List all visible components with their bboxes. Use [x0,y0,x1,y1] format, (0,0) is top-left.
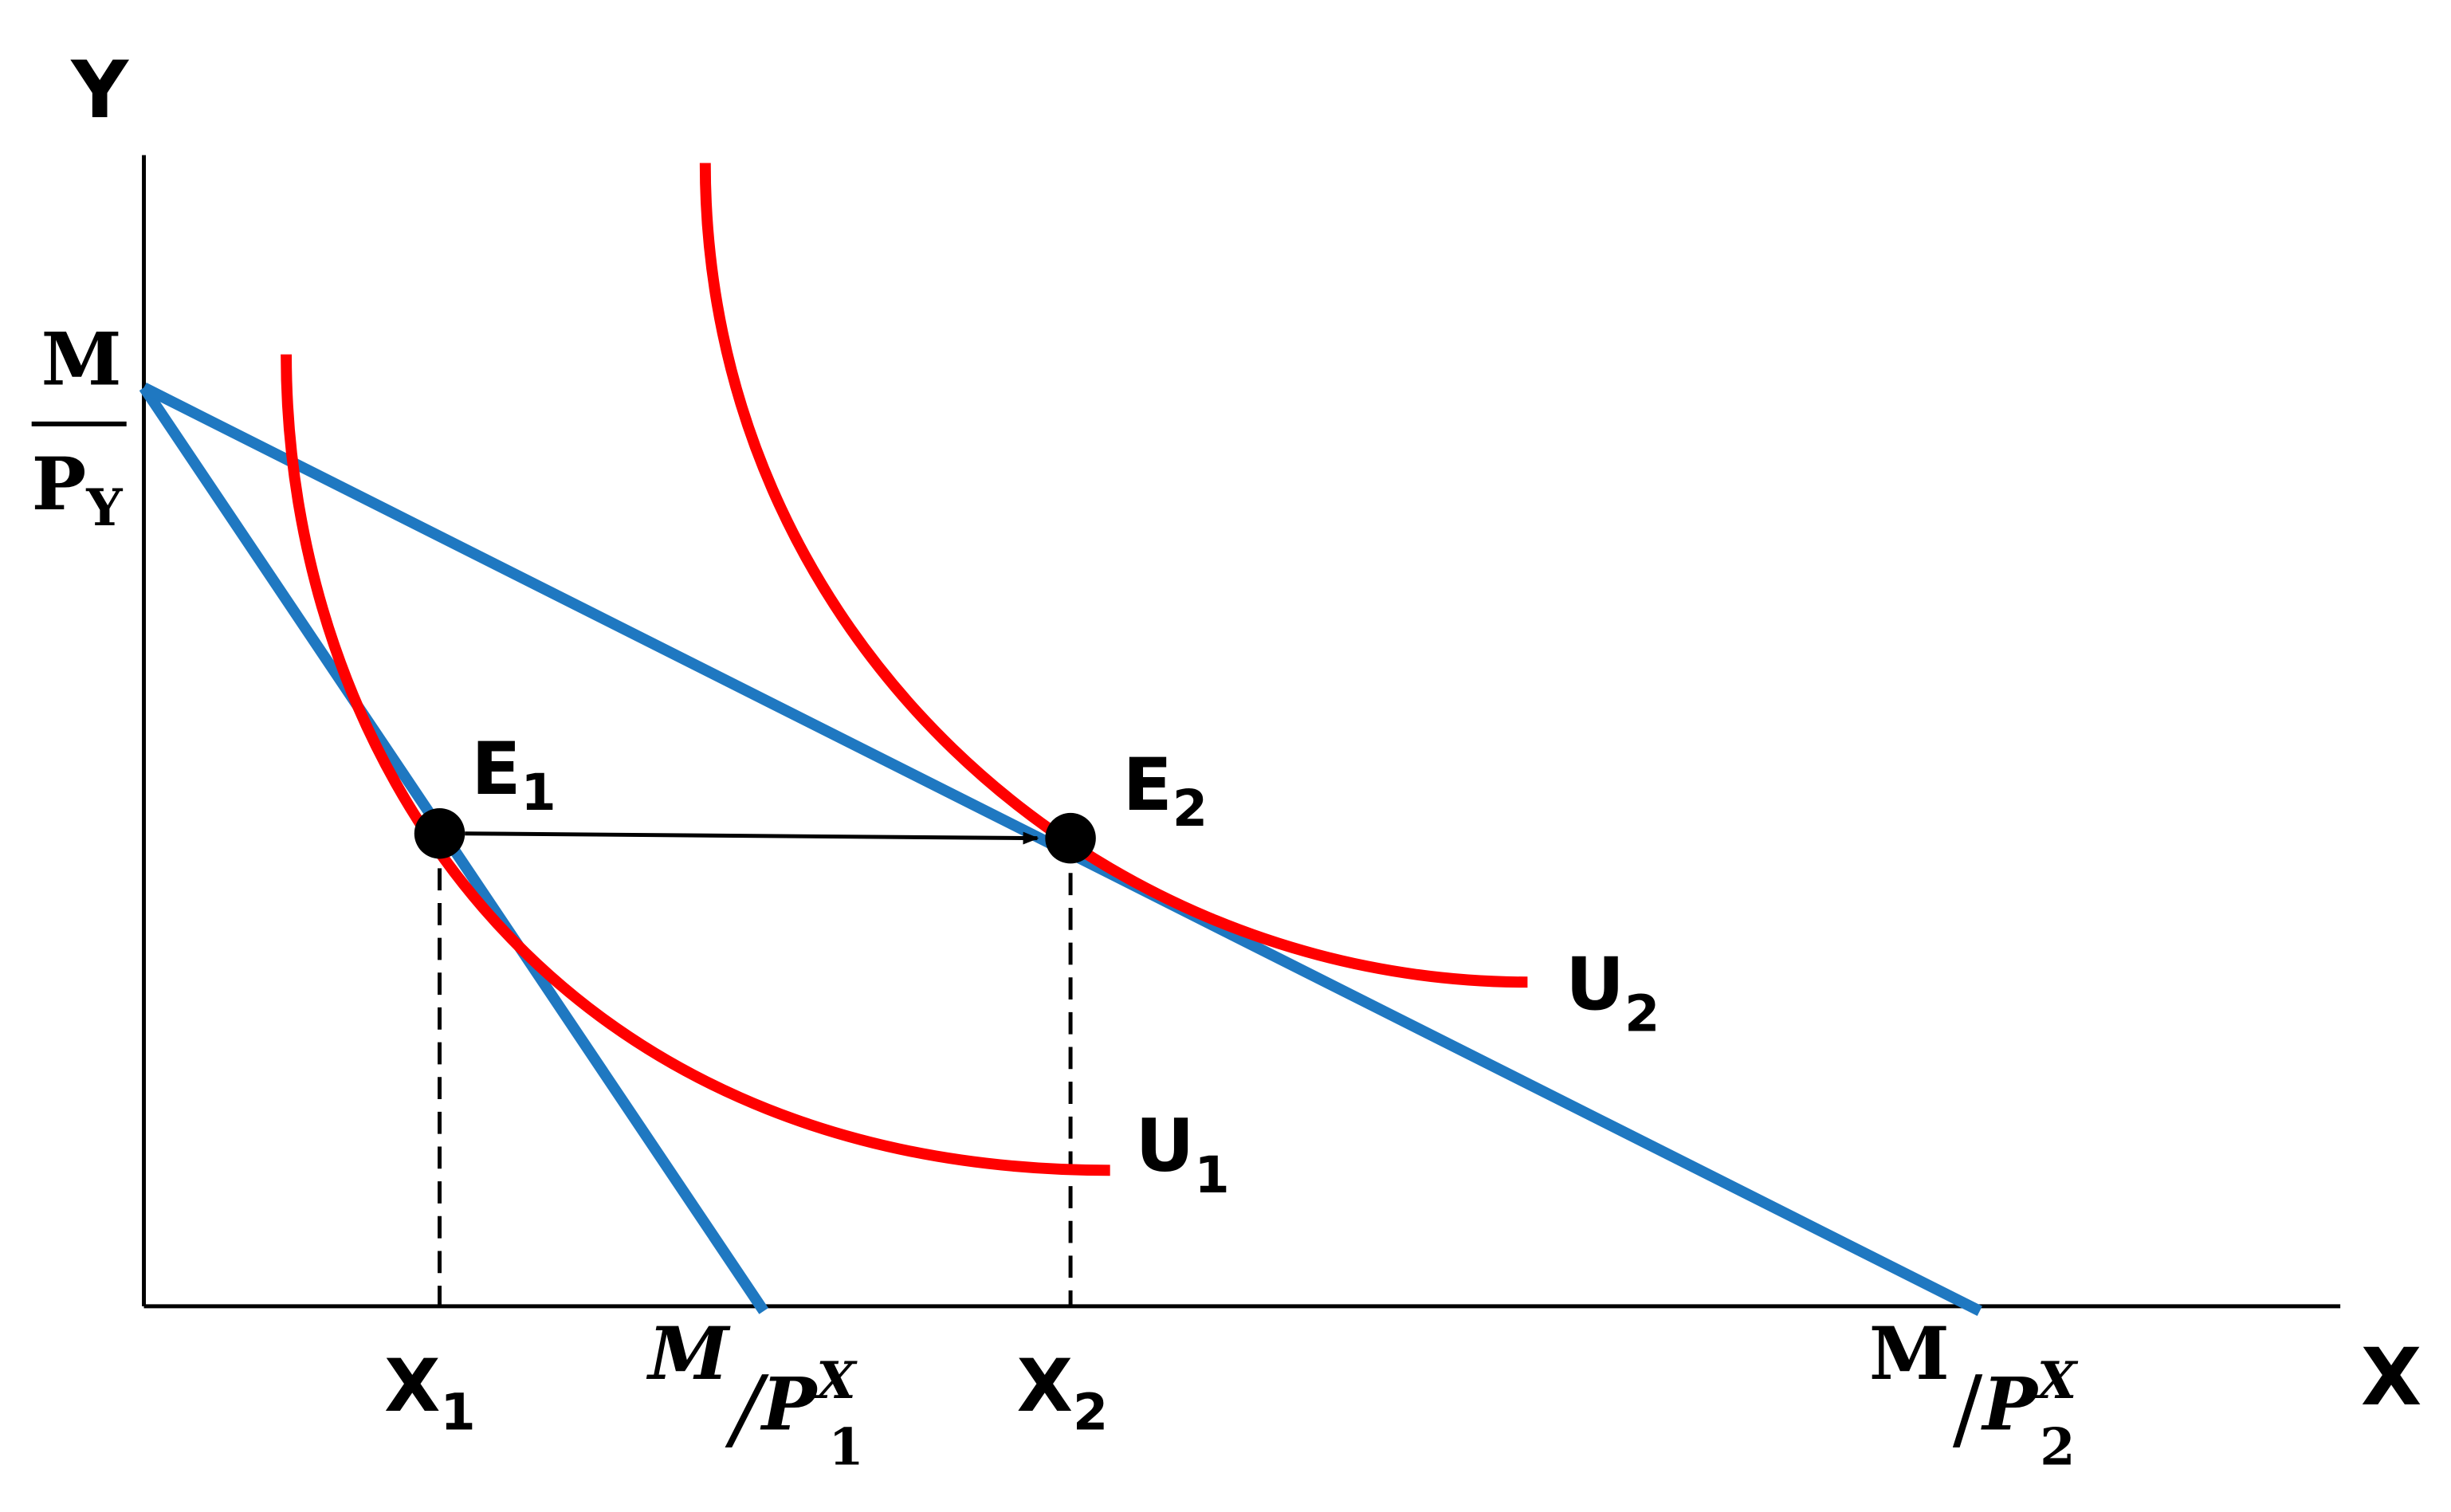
subscript: 1 [440,1383,475,1442]
x-intercept-label: M/PX 1 [646,1310,863,1476]
equilibrium-point [414,807,465,859]
subscript: 2 [1624,984,1660,1043]
denominator: P [32,441,87,527]
x-mark-label: X2 [1017,1343,1109,1442]
subscript: 2 [1172,779,1208,838]
numerator: M [646,1310,731,1396]
subscript: Y [85,477,123,537]
indifference-curve [699,163,1528,988]
y-intercept-numerator: M [41,316,122,402]
label: U [1135,1102,1194,1188]
label: X [384,1343,440,1428]
point-label: E1 [471,726,556,822]
subscript: 2 [2040,1416,2075,1476]
x-mark-label: X1 [384,1343,476,1442]
numerator: M [1869,1310,1950,1396]
y-axis-label: Y [70,45,129,136]
label: E [1123,742,1172,827]
subscript: 1 [1195,1145,1230,1204]
indifference-curve [281,354,1110,1176]
label: U [1565,941,1624,1027]
curve-label: U1 [1135,1102,1229,1204]
slash: / [1953,1358,1983,1461]
subscript: 1 [521,763,556,822]
label: X [1017,1343,1073,1428]
denominator: P [1980,1361,2039,1447]
subscript: 2 [1073,1383,1108,1442]
x-axis-label: X [2361,1332,2422,1424]
subscript: 1 [829,1416,864,1476]
denominator: P [760,1361,819,1447]
curve-label: U2 [1565,941,1660,1043]
shift-arrow [465,831,1039,845]
superscript: X [2034,1350,2079,1410]
point-label: E2 [1123,742,1208,838]
y-intercept-denominator: PY [32,441,124,537]
label: E [471,726,520,811]
superscript: X [813,1350,858,1410]
x-intercept-label: M/PX 2 [1869,1310,2079,1476]
equilibrium-point [1045,812,1096,864]
